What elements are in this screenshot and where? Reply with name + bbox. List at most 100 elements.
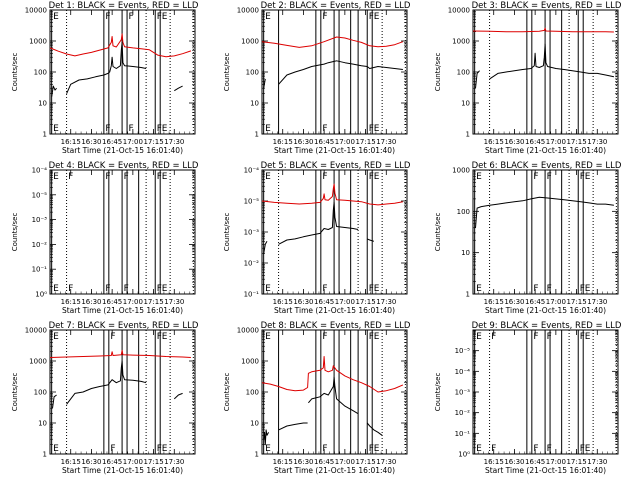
events-series-line xyxy=(278,422,308,431)
y-tick-label: 1000 xyxy=(29,358,47,366)
events-series-line xyxy=(366,238,375,242)
panel-det-8: Det 8: BLACK = Events, RED = LLD Counts/s… xyxy=(223,321,411,475)
marker-label-bottom: F xyxy=(157,444,162,454)
x-tick-label: 17:00 xyxy=(546,298,566,306)
panel-det-7: Det 7: BLACK = Events, RED = LLD Counts/s… xyxy=(11,321,199,475)
y-tick-label: 100 xyxy=(34,389,47,397)
events-series-line xyxy=(489,43,615,80)
y-axis-label: Counts/sec xyxy=(11,213,19,252)
x-tick-label: 17:15 xyxy=(566,458,586,466)
panel-title: Det 8: BLACK = Events, RED = LLD xyxy=(261,321,411,331)
marker-label-bottom: E xyxy=(585,444,591,454)
marker-label-bottom: F xyxy=(369,124,374,134)
y-tick-label: 10⁻¹ xyxy=(455,430,471,438)
events-series-line xyxy=(66,41,147,94)
x-tick-label: 16:45 xyxy=(102,138,122,146)
y-tick-label: 10 xyxy=(38,420,47,428)
y-tick-label: 10 xyxy=(250,100,259,108)
y-tick-label: 10000 xyxy=(25,7,47,15)
marker-label-top: F xyxy=(157,172,162,182)
events-series-line xyxy=(173,392,183,400)
x-axis-label: Start Time (21-Oct-15 16:01:40) xyxy=(274,466,395,475)
y-tick-label: 10⁻⁵ xyxy=(244,198,260,206)
y-tick-label: 10⁻¹ xyxy=(32,266,48,274)
y-tick-label: 10 xyxy=(461,100,470,108)
marker-label-bottom: F xyxy=(369,284,374,294)
y-tick-label: 1000 xyxy=(241,358,259,366)
panel-det-9: Det 9: BLACK = Events, RED = LLD Counts/s… xyxy=(434,321,622,475)
y-tick-label: 1 xyxy=(43,451,47,459)
y-tick-label: 10⁰ xyxy=(458,451,470,459)
events-series-line xyxy=(66,360,147,405)
panel-title: Det 4: BLACK = Events, RED = LLD xyxy=(49,161,199,171)
x-tick-label: 16:30 xyxy=(504,138,524,146)
marker-label-bottom: F xyxy=(105,124,110,134)
y-tick-label: 1000 xyxy=(452,38,470,46)
y-tick-label: 10⁻⁵ xyxy=(32,191,48,199)
x-tick-label: 17:15 xyxy=(143,458,163,466)
marker-label-bottom: F xyxy=(547,444,552,454)
x-tick-label: 16:15 xyxy=(61,298,81,306)
x-tick-label: 17:15 xyxy=(566,298,586,306)
x-tick-label: 16:30 xyxy=(293,298,313,306)
events-series-line xyxy=(475,70,480,89)
marker-label-bottom: F xyxy=(157,284,162,294)
x-tick-label: 16:15 xyxy=(484,298,504,306)
marker-label-top: F xyxy=(105,12,110,22)
panel-title: Det 6: BLACK = Events, RED = LLD xyxy=(472,161,622,171)
lld-series-line xyxy=(261,36,404,48)
x-tick-label: 17:30 xyxy=(164,298,184,306)
x-tick-label: 17:00 xyxy=(123,458,143,466)
y-tick-label: 1 xyxy=(466,291,470,299)
marker-label-top: E xyxy=(374,172,380,182)
x-tick-label: 17:00 xyxy=(335,298,355,306)
y-tick-label: 10000 xyxy=(25,327,47,335)
y-axis-label: Counts/sec xyxy=(223,53,231,92)
panel-title: Det 7: BLACK = Events, RED = LLD xyxy=(49,321,199,331)
x-axis-label: Start Time (21-Oct-15 16:01:40) xyxy=(485,146,606,155)
marker-label-top: F xyxy=(129,12,134,22)
x-tick-label: 16:15 xyxy=(273,138,293,146)
x-tick-label: 17:00 xyxy=(335,458,355,466)
y-tick-label: 10⁻⁴ xyxy=(455,368,471,376)
marker-label-top: E xyxy=(162,12,168,22)
marker-label-bottom: E xyxy=(374,284,380,294)
lld-series-line xyxy=(472,27,614,33)
lld-series-line xyxy=(49,349,191,358)
marker-label-top: F xyxy=(157,332,162,342)
x-tick-label: 16:45 xyxy=(525,298,545,306)
marker-label-top: F xyxy=(369,12,374,22)
x-tick-label: 16:45 xyxy=(314,138,334,146)
lld-series-line xyxy=(49,33,192,58)
events-series-line xyxy=(308,376,359,415)
y-axis-label: Counts/sec xyxy=(223,213,231,252)
y-tick-label: 10⁻² xyxy=(455,409,471,417)
x-tick-label: 17:00 xyxy=(546,458,566,466)
x-axis-label: Start Time (21-Oct-15 16:01:40) xyxy=(62,306,183,315)
panel-det-5: Det 5: BLACK = Events, RED = LLD Counts/s… xyxy=(223,161,411,315)
marker-label-bottom: E xyxy=(162,444,168,454)
marker-label-top: E xyxy=(476,172,482,182)
lld-series-line xyxy=(261,356,404,393)
marker-label-top: F xyxy=(547,332,552,342)
marker-label-top: E xyxy=(374,12,380,22)
marker-label-bottom: F xyxy=(580,284,585,294)
marker-label-bottom: F xyxy=(322,284,327,294)
events-series-line xyxy=(51,85,57,97)
marker-label-top: F xyxy=(533,172,538,182)
x-tick-label: 17:15 xyxy=(355,138,375,146)
x-tick-label: 17:30 xyxy=(164,138,184,146)
marker-label-top: E xyxy=(585,332,591,342)
marker-label-top: F xyxy=(369,332,374,342)
y-tick-label: 10 xyxy=(38,100,47,108)
panel-title: Det 5: BLACK = Events, RED = LLD xyxy=(261,161,411,171)
events-series-line xyxy=(263,429,270,446)
events-series-line xyxy=(263,78,266,89)
x-tick-label: 17:30 xyxy=(376,458,396,466)
y-axis-label: Counts/sec xyxy=(11,53,19,92)
x-tick-label: 16:15 xyxy=(484,138,504,146)
x-axis-label: Start Time (21-Oct-15 16:01:40) xyxy=(485,306,606,315)
x-tick-label: 17:30 xyxy=(164,458,184,466)
marker-label-bottom: F xyxy=(157,124,162,134)
